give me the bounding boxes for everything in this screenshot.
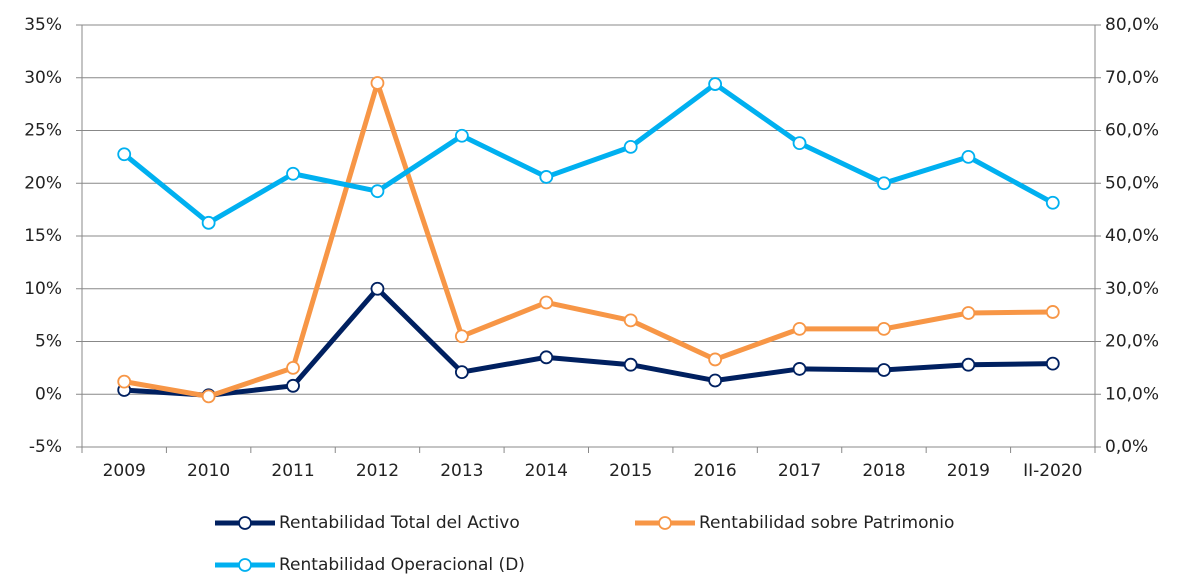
- point: [539, 170, 554, 184]
- y-tick-label: 0%: [35, 384, 62, 404]
- point: [1045, 305, 1060, 319]
- point: [1045, 356, 1060, 371]
- point: [708, 352, 723, 367]
- x-tick-label: 2014: [525, 461, 568, 481]
- y-tick-label: 25%: [24, 121, 62, 141]
- y-tick-label: -5%: [29, 437, 62, 457]
- x-tick-label: 2017: [778, 461, 821, 481]
- x-tick-label: 2009: [103, 461, 146, 481]
- point: [623, 313, 638, 328]
- point: [623, 139, 638, 154]
- point: [454, 365, 469, 379]
- point: [286, 360, 300, 375]
- series-line: [122, 81, 1054, 226]
- point: [370, 184, 385, 199]
- point: [623, 357, 638, 372]
- y-tick-label: 30%: [24, 68, 62, 88]
- x-tick-label: 2013: [440, 461, 483, 481]
- series-line: [124, 286, 1053, 398]
- x-tick-label: 2016: [693, 461, 736, 481]
- point: [877, 363, 891, 377]
- y2-tick-label: 70,0%: [1105, 68, 1159, 88]
- y2-tick-label: 40,0%: [1105, 226, 1159, 246]
- point: [877, 321, 891, 336]
- y2-tick-label: 50,0%: [1105, 173, 1159, 193]
- y2-tick-label: 20,0%: [1105, 332, 1159, 352]
- point: [792, 321, 807, 336]
- x-tick-label: 2019: [947, 461, 990, 481]
- x-tick-label: II-2020: [1023, 461, 1082, 481]
- legend-marker: [238, 516, 252, 530]
- x-tick-label: 2012: [356, 461, 399, 481]
- y-tick-label: 10%: [24, 279, 62, 299]
- y2-tick-label: 80,0%: [1105, 15, 1159, 35]
- point: [961, 306, 976, 320]
- y2-tick-label: 10,0%: [1105, 384, 1159, 404]
- point: [792, 362, 807, 376]
- point: [792, 136, 807, 151]
- point: [961, 357, 976, 372]
- y-tick-label: 35%: [24, 15, 62, 35]
- series-line: [123, 80, 1053, 399]
- legend-marker: [238, 558, 252, 572]
- point: [117, 374, 132, 389]
- point: [286, 166, 300, 181]
- point: [454, 128, 469, 143]
- y-tick-label: 15%: [24, 226, 62, 246]
- y-tick-label: 20%: [24, 173, 62, 193]
- point: [539, 295, 554, 310]
- point: [877, 176, 891, 191]
- y2-tick-label: 0,0%: [1105, 437, 1148, 457]
- point: [201, 215, 216, 230]
- legend-label: Rentabilidad Total del Activo: [279, 513, 520, 533]
- point: [370, 281, 385, 296]
- point: [539, 350, 554, 365]
- point: [454, 329, 469, 344]
- y-tick-label: 5%: [35, 332, 62, 352]
- legend-marker: [658, 516, 672, 530]
- point: [961, 149, 976, 164]
- y2-tick-label: 60,0%: [1105, 121, 1159, 141]
- legend-label: Rentabilidad Operacional (D): [279, 555, 525, 575]
- y2-tick-label: 30,0%: [1105, 279, 1159, 299]
- x-tick-label: 2015: [609, 461, 652, 481]
- point: [708, 373, 723, 388]
- x-tick-label: 2011: [271, 461, 314, 481]
- x-tick-label: 2018: [862, 461, 905, 481]
- point: [1045, 195, 1060, 210]
- point: [201, 389, 216, 404]
- point: [708, 77, 723, 91]
- point: [286, 378, 300, 393]
- legend-label: Rentabilidad sobre Patrimonio: [699, 513, 954, 533]
- x-tick-label: 2010: [187, 461, 230, 481]
- point: [117, 147, 132, 162]
- point: [370, 76, 385, 90]
